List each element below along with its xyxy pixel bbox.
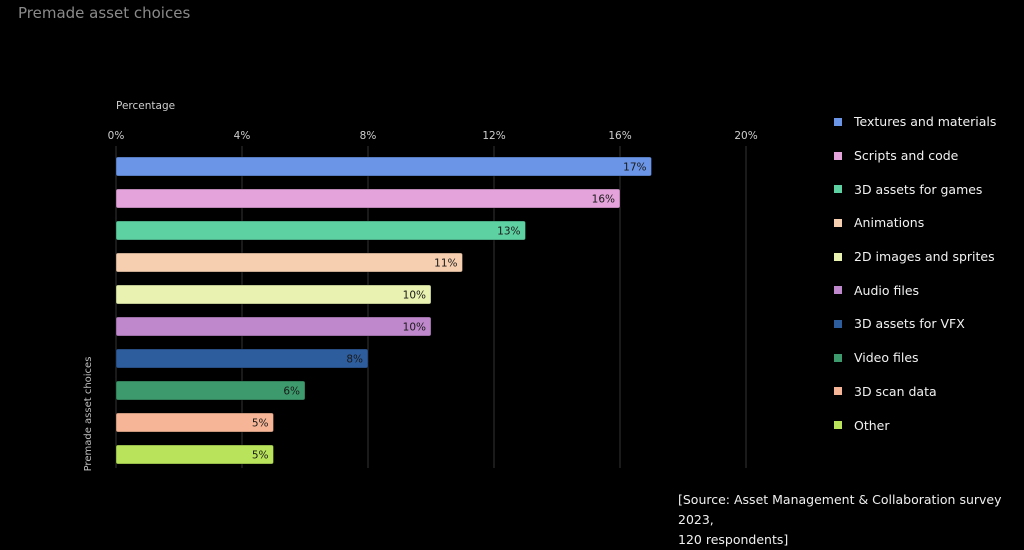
bar-value-label: 10% [403, 290, 426, 302]
chart-legend: Textures and materials Scripts and code 3D… [834, 105, 996, 442]
legend-swatch [834, 218, 842, 227]
bar-value-label: 5% [252, 418, 269, 430]
legend-item[interactable]: 3D assets for VFX [834, 307, 996, 341]
x-tick-label: 16% [608, 130, 631, 142]
legend-label: Audio files [854, 282, 920, 298]
legend-swatch [834, 387, 842, 396]
legend-label: Scripts and code [854, 148, 959, 164]
legend-label: 3D assets for games [854, 181, 983, 197]
x-tick-label: 20% [734, 130, 757, 142]
bar-value-label: 17% [623, 162, 646, 174]
legend-label: 2D images and sprites [854, 249, 995, 265]
bar [115, 316, 432, 337]
bar [115, 156, 652, 177]
legend-swatch [834, 319, 842, 328]
source-note: [Source: Asset Management & Collaboratio… [678, 490, 1018, 550]
bar [115, 252, 463, 273]
legend-item[interactable]: 3D assets for games [834, 172, 996, 206]
bar-value-label: 16% [592, 194, 615, 206]
legend-item[interactable]: 3D scan data [834, 375, 996, 409]
x-axis-label: Percentage [116, 100, 175, 112]
x-tick-label: 8% [360, 130, 377, 142]
bar-value-label: 10% [403, 322, 426, 334]
legend-item[interactable]: Audio files [834, 273, 996, 307]
bar-value-label: 5% [252, 450, 269, 462]
legend-label: Animations [854, 215, 925, 231]
legend-swatch [834, 421, 842, 430]
legend-item[interactable]: Animations [834, 206, 996, 240]
bar [115, 380, 306, 401]
legend-label: 3D scan data [854, 383, 937, 399]
y-axis-label: Premade asset choices [83, 357, 94, 472]
bar [115, 284, 432, 305]
legend-swatch [834, 353, 842, 362]
bar-value-label: 6% [283, 386, 300, 398]
x-tick-label: 0% [108, 130, 125, 142]
bar-value-label: 11% [434, 258, 457, 270]
legend-label: Textures and materials [854, 114, 997, 130]
source-line-2: 120 respondents] [678, 532, 789, 547]
legend-label: Other [854, 417, 890, 433]
bar-value-label: 8% [346, 354, 363, 366]
legend-item[interactable]: Scripts and code [834, 139, 996, 173]
source-line-1: [Source: Asset Management & Collaboratio… [678, 492, 1002, 527]
bar [115, 220, 526, 241]
legend-swatch [834, 286, 842, 295]
legend-item[interactable]: Other [834, 408, 996, 442]
bar [115, 412, 274, 433]
bar-chart: Percentage 0% 4% 8% 12% 16% 20% 17% 16% 13% 11% 10%… [83, 100, 758, 472]
x-tick-label: 12% [482, 130, 505, 142]
bar-value-label: 13% [497, 226, 520, 238]
bar [115, 348, 369, 369]
legend-swatch [834, 185, 842, 194]
legend-swatch [834, 252, 842, 261]
legend-swatch [834, 117, 842, 126]
page-title: Premade asset choices [18, 4, 191, 22]
x-tick-label: 4% [234, 130, 251, 142]
legend-item[interactable]: Textures and materials [834, 105, 996, 139]
bar [115, 444, 274, 465]
legend-label: 3D assets for VFX [854, 316, 965, 332]
legend-item[interactable]: Video files [834, 341, 996, 375]
legend-label: Video files [854, 350, 919, 366]
bar [115, 188, 621, 209]
legend-item[interactable]: 2D images and sprites [834, 240, 996, 274]
legend-swatch [834, 151, 842, 160]
